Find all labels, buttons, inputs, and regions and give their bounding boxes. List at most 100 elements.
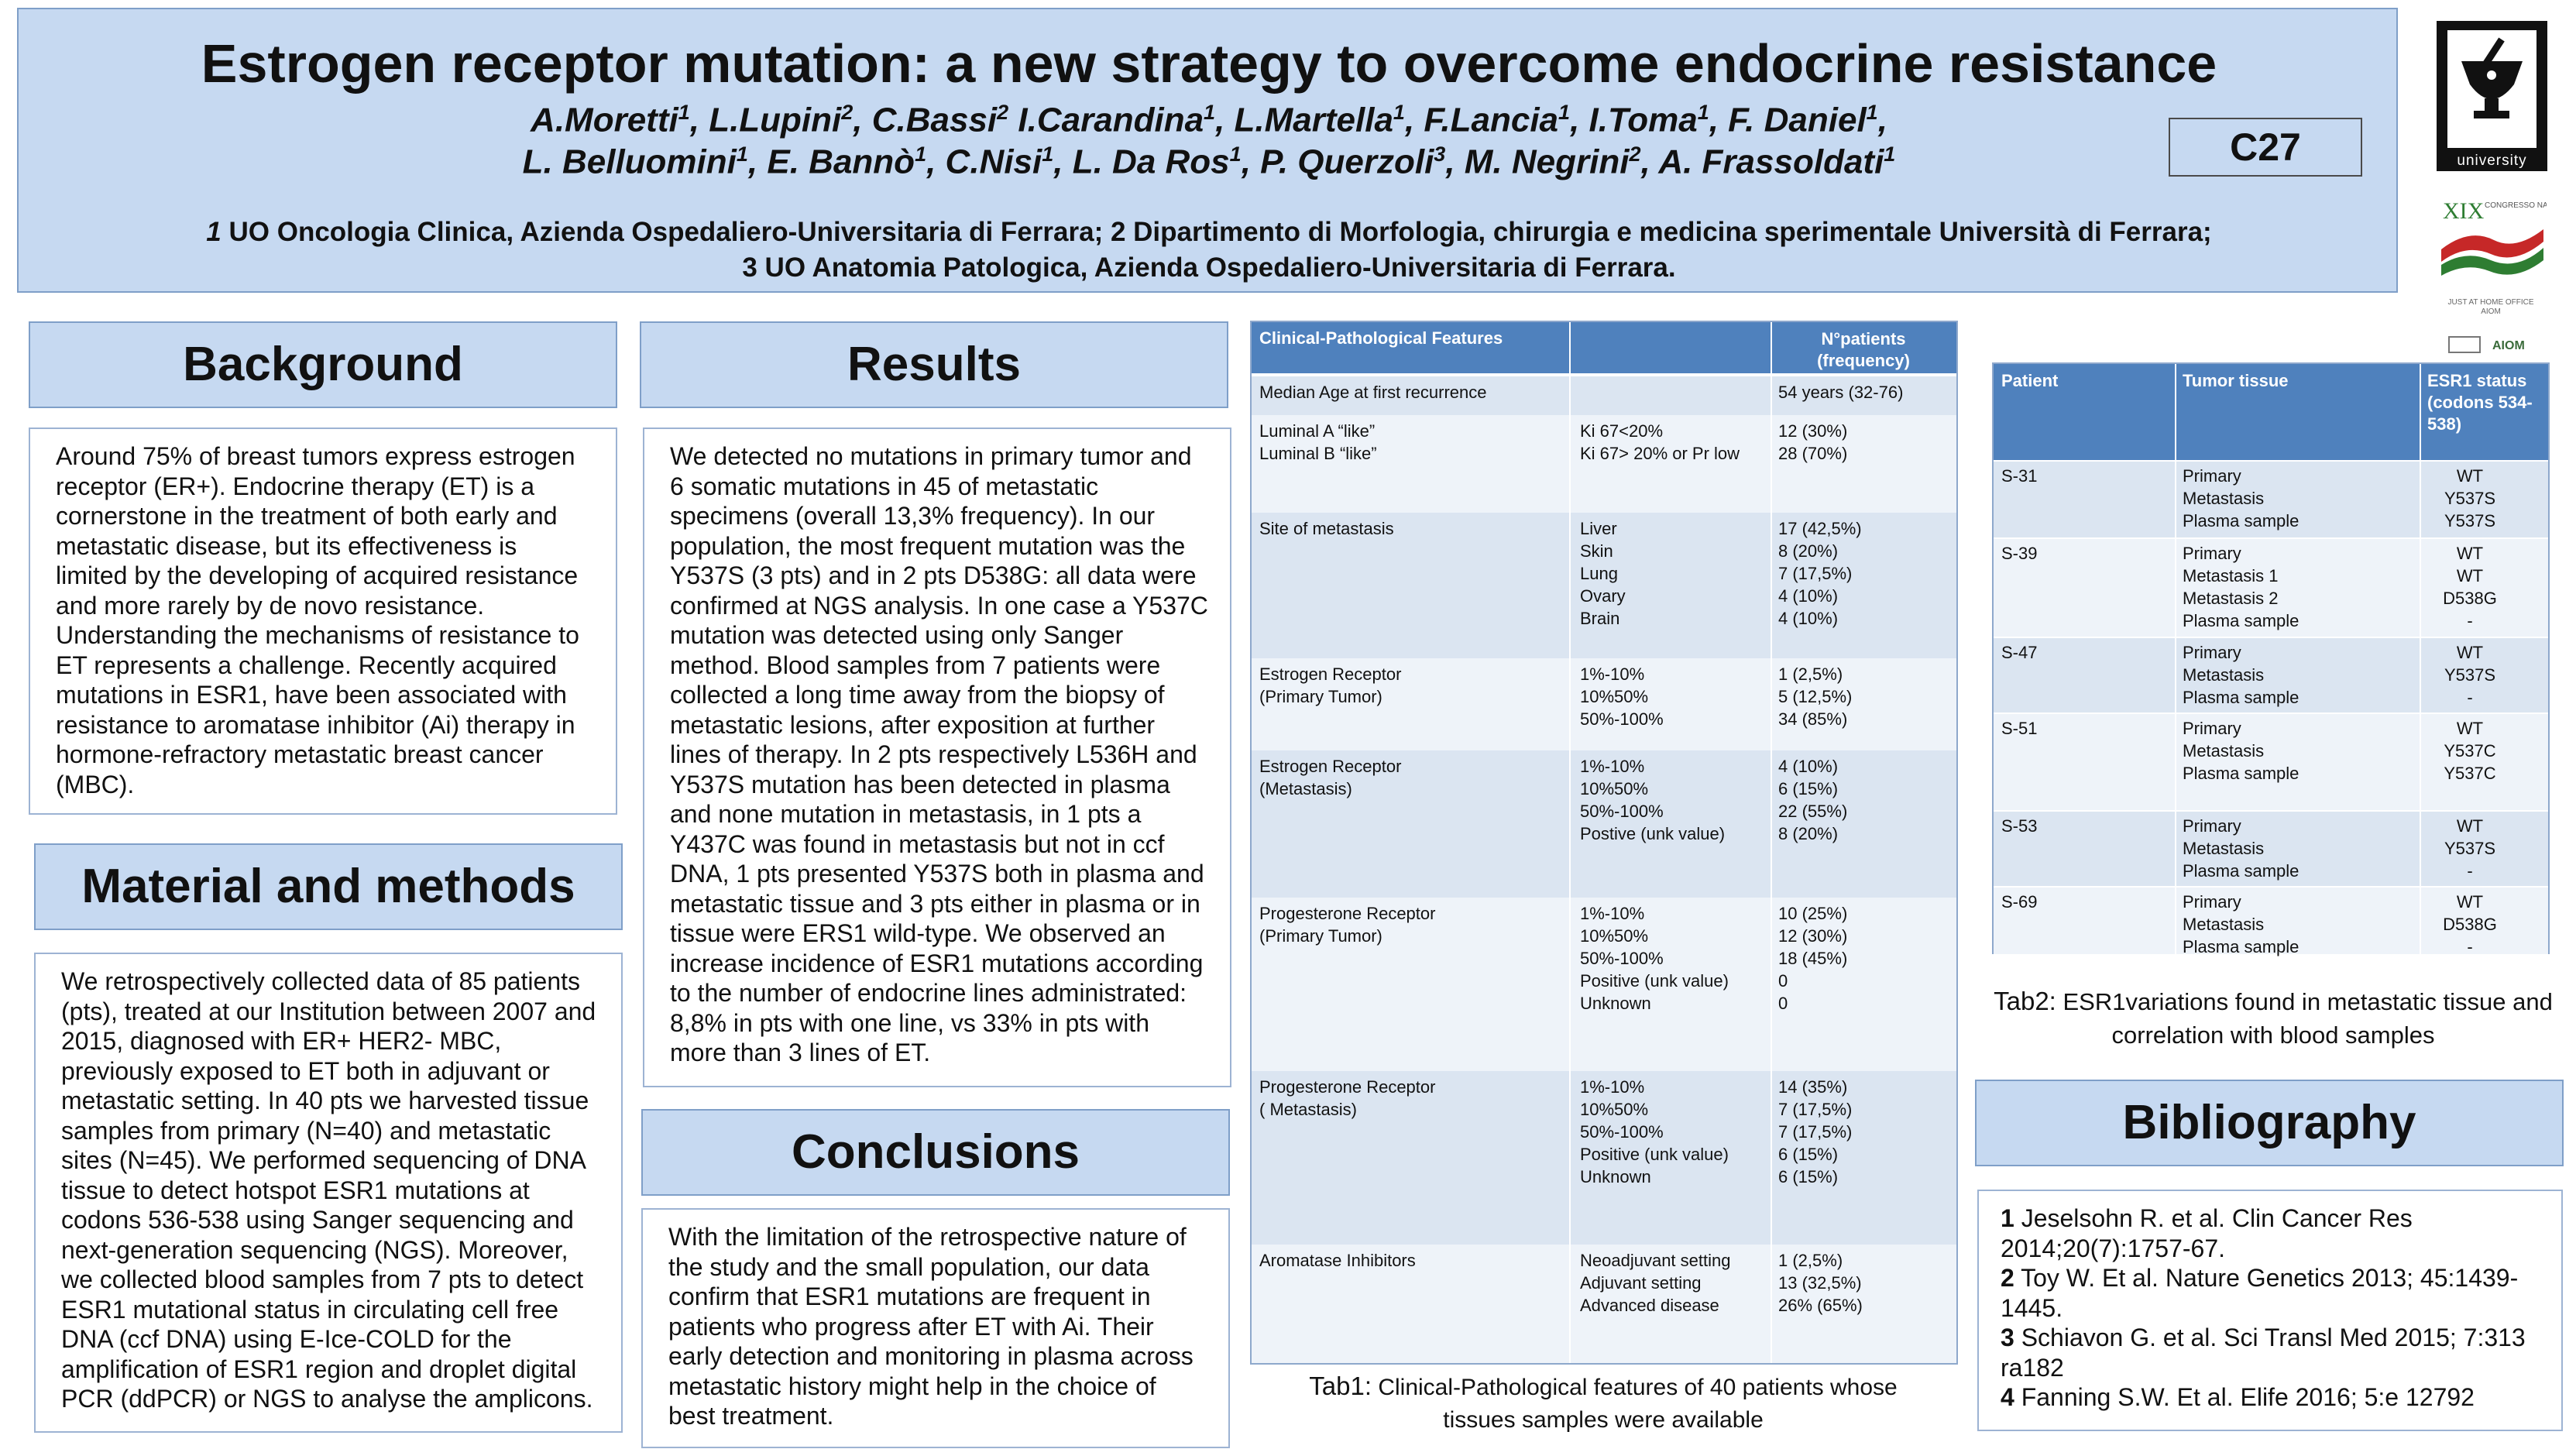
author-affiliation-sup: 1 (1866, 101, 1878, 124)
author-name: P. Querzoli (1260, 142, 1434, 181)
table2-row: S-47 Primary Metastasis Plasma sample WT Y537… (1994, 638, 2548, 712)
author-separator: , (926, 142, 946, 181)
table1-count: 1 (2,5%) 13 (32,5%) 26% (65%) (1778, 1249, 1863, 1317)
table1-subgroup-line: Positive (unk value) (1580, 971, 1729, 991)
table2-tissue-line: Metastasis 2 (2183, 589, 2279, 608)
table1-divider (1569, 415, 1571, 513)
table1-count-line: 1 (2,5%) (1778, 1251, 1843, 1270)
author-separator: , (1709, 101, 1729, 139)
table1-subgroup-line: 10%50% (1580, 1100, 1649, 1119)
author-name: L.Lupini (709, 101, 842, 139)
table2-tissue-line: Primary (2183, 816, 2241, 836)
author-affiliation-sup: 2 (841, 101, 854, 124)
table1-feature-line: Progesterone Receptor (1259, 904, 1436, 923)
bibliography-list: 1 Jeselsohn R. et al. Clin Cancer Res 20… (1977, 1190, 2563, 1431)
table1-count-line: 7 (17,5%) (1778, 564, 1853, 583)
author-separator: , (1053, 142, 1073, 181)
table1-subgroup: 1%-10% 10%50% 50%-100% Postive (unk value) (1580, 755, 1725, 845)
table2-row: S-53 Primary Metastasis Plasma sample WT Y537… (1994, 812, 2548, 886)
author-name: C.Nisi (945, 142, 1042, 181)
table1-count-line: 12 (30%) (1778, 421, 1848, 441)
table2-divider (2420, 364, 2421, 460)
table2-status-line: WT (2456, 566, 2484, 585)
table1-divider (1569, 1071, 1571, 1245)
table1-subgroup: 1%-10% 10%50% 50%-100% Positive (unk value)… (1580, 1076, 1729, 1188)
author-separator: , (1241, 142, 1261, 181)
table1-count-line: 0 (1778, 994, 1788, 1013)
table2-divider (2420, 812, 2421, 886)
table1-subgroup-line: 50%-100% (1580, 1122, 1664, 1142)
table1-subgroup: 1%-10% 10%50% 50%-100% Positive (unk value)… (1580, 902, 1729, 1015)
author-separator (1008, 101, 1018, 139)
table2-tissue-line: Primary (2183, 643, 2241, 662)
author-affiliation-sup: 2 (997, 101, 1009, 124)
author-separator: , (1445, 142, 1465, 181)
aiom-logo: AIOM (2446, 329, 2550, 360)
table2-caption-text: ESR1variations found in metastatic tissu… (2056, 988, 2553, 1049)
table2-divider (2420, 539, 2421, 637)
table1-count-line: 8 (20%) (1778, 541, 1839, 561)
table2-caption: Tab2: ESR1variations found in metastatic… (1967, 985, 2576, 1052)
author-affiliation-sup: 1 (1697, 101, 1709, 124)
table1-feature-line: Site of metastasis (1259, 519, 1394, 538)
table1-divider (1569, 513, 1571, 658)
table2-divider (2420, 888, 2421, 954)
table2-patient: S-31 (2001, 466, 2038, 486)
table1-caption-text: Clinical-Pathological features of 40 pat… (1372, 1375, 1898, 1433)
results-text: We detected no mutations in primary tumo… (643, 427, 1231, 1087)
bibliography-text: Jeselsohn R. et al. Clin Cancer Res 2014… (2001, 1204, 2413, 1262)
table1-count-line: 14 (35%) (1778, 1077, 1848, 1097)
table1-count-line: 4 (10%) (1778, 609, 1839, 628)
author-name: L. Belluomini (522, 142, 737, 181)
table1-divider (1569, 1245, 1571, 1363)
table1-divider (1569, 750, 1571, 898)
table2-tissue-line: Metastasis (2183, 839, 2265, 858)
bibliography-entry: 3 Schiavon G. et al. Sci Transl Med 2015… (2001, 1323, 2540, 1382)
table2-tissue: Primary Metastasis Plasma sample (2183, 641, 2299, 709)
table1-count: 54 years (32-76) (1778, 381, 1903, 403)
table-esr1-variations: Patient Tumor tissue ESR1 status (codons… (1992, 362, 2550, 956)
table1-subgroup-line: Unknown (1580, 1167, 1651, 1186)
table2-status: WT Y537S - (2427, 815, 2512, 882)
table1-count-line: 18 (45%) (1778, 949, 1848, 968)
table1-feature: Estrogen Receptor (Metastasis) (1259, 755, 1401, 800)
table1-count-line: 0 (1778, 971, 1788, 991)
author-name: E. Bannò (767, 142, 915, 181)
table1-count-line: 22 (55%) (1778, 802, 1848, 821)
table1-caption: Tab1: Clinical-Pathological features of … (1270, 1371, 1936, 1436)
university-logo: university (2437, 21, 2547, 171)
table1-row: Progesterone Receptor ( Metastasis) 1%-10%… (1252, 1071, 1956, 1245)
table2-divider (2175, 539, 2176, 637)
table1-count-line: 26% (65%) (1778, 1296, 1863, 1315)
table1-feature-line: (Primary Tumor) (1259, 687, 1382, 706)
sponsor-logo-text: JUST AT HOME OFFICE AIOM (2447, 298, 2534, 316)
table1-subgroup: Liver Skin Lung Ovary Brain (1580, 517, 1626, 630)
author-affiliation-sup: 3 (1434, 142, 1446, 166)
background-heading: Background (29, 321, 617, 408)
table2-tissue: Primary Metastasis 1 Metastasis 2 Plasma sa… (2183, 542, 2299, 632)
table1-feature-line: Estrogen Receptor (1259, 664, 1402, 684)
table2-status: WT Y537S Y537S (2427, 465, 2512, 532)
bibliography-entry: 1 Jeselsohn R. et al. Clin Cancer Res 20… (2001, 1203, 2540, 1263)
table1-feature: Site of metastasis (1259, 517, 1394, 540)
table2-status-line: - (2467, 611, 2473, 630)
author-separator: , (853, 101, 872, 139)
table1-subgroup-line: 1%-10% (1580, 757, 1645, 776)
table2-divider (2175, 462, 2176, 537)
table2-tissue: Primary Metastasis Plasma sample (2183, 717, 2299, 785)
table2-status-line: D538G (2443, 915, 2497, 934)
table2-status-line: Y537S (2444, 665, 2496, 685)
affiliation-text-1: UO Oncologia Clinica, Azienda Ospedalier… (221, 217, 2212, 247)
table1-feature-line: ( Metastasis) (1259, 1100, 1357, 1119)
table1-subgroup-line: 50%-100% (1580, 949, 1664, 968)
table2-patient: S-53 (2001, 816, 2038, 836)
table2-tissue-line: Plasma sample (2183, 511, 2300, 530)
bibliography-heading: Bibliography (1975, 1080, 2564, 1166)
conclusions-text: With the limitation of the retrospective… (641, 1208, 1230, 1448)
table1-count-line: 28 (70%) (1778, 444, 1848, 463)
table1-feature-line: Luminal B “like” (1259, 444, 1377, 463)
author-separator: , (1877, 101, 1887, 139)
table1-feature: Estrogen Receptor (Primary Tumor) (1259, 663, 1401, 708)
table2-tissue-line: Plasma sample (2183, 861, 2300, 881)
authors-line-2: L. Belluomini1, E. Bannò1, C.Nisi1, L. D… (19, 142, 2399, 182)
